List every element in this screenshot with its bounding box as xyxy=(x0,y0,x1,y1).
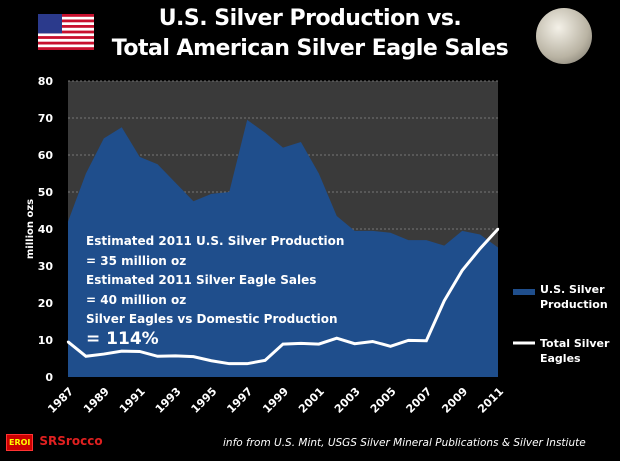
y-tick-label: 80 xyxy=(38,75,54,88)
x-tick-label: 2001 xyxy=(296,385,327,416)
x-tick-label: 1999 xyxy=(260,385,291,416)
annotation-box: Estimated 2011 U.S. Silver Production = … xyxy=(86,232,344,349)
y-tick-label: 50 xyxy=(38,186,54,199)
eagles-point xyxy=(371,340,374,343)
y-tick-label: 70 xyxy=(38,112,54,125)
y-tick-label: 10 xyxy=(38,334,54,347)
eagles-point xyxy=(478,247,482,250)
legend-production-swatch xyxy=(513,289,535,295)
x-tick-label: 2007 xyxy=(404,385,435,416)
x-tick-label: 1989 xyxy=(81,385,112,416)
legend-eagles-label: Total Silver Eagles xyxy=(540,336,609,366)
eagles-point xyxy=(174,354,177,358)
y-axis-label: million ozs xyxy=(25,199,36,259)
y-tick-label: 40 xyxy=(38,223,54,236)
eagles-point xyxy=(156,355,159,358)
eagles-point xyxy=(138,350,141,353)
logo-text: SRSrocco xyxy=(39,434,103,448)
x-tick-label: 1997 xyxy=(224,385,255,416)
chart-title: U.S. Silver Production vs. Total America… xyxy=(100,4,520,64)
eagles-point xyxy=(66,340,70,344)
eagles-point xyxy=(425,339,428,342)
eagles-point xyxy=(407,339,410,342)
eagles-point xyxy=(389,345,392,348)
y-tick-label: 60 xyxy=(38,149,54,162)
eagles-point xyxy=(496,227,500,231)
srsrocco-logo: EROI SRSrocco xyxy=(6,434,103,451)
eagles-point xyxy=(192,355,195,358)
x-tick-label: 2005 xyxy=(368,385,399,416)
us-flag-icon xyxy=(38,14,94,50)
annotation-line: = 35 million oz xyxy=(86,253,187,268)
x-tick-label: 2003 xyxy=(332,385,363,416)
legend-text: U.S. Silver xyxy=(540,283,605,296)
title-line-1: U.S. Silver Production vs. xyxy=(158,6,462,31)
eagles-point xyxy=(84,355,88,358)
x-tick-label: 1993 xyxy=(153,385,184,416)
eagles-point xyxy=(317,342,321,346)
eagles-point xyxy=(299,342,303,345)
annotation-percent: = 114% xyxy=(86,328,159,349)
eagles-point xyxy=(353,342,356,345)
x-tick-label: 1995 xyxy=(189,385,220,416)
x-tick-label: 1987 xyxy=(45,385,76,416)
eagles-point xyxy=(460,269,464,272)
eagles-point xyxy=(281,342,285,346)
eroi-badge: EROI xyxy=(6,434,34,451)
x-tick-label: 2009 xyxy=(439,385,470,416)
eagles-point xyxy=(245,362,249,365)
annotation-line: Estimated 2011 U.S. Silver Production xyxy=(86,234,345,248)
y-tick-label: 0 xyxy=(45,371,53,384)
eagles-point xyxy=(120,349,123,353)
silver-eagle-coin-icon xyxy=(536,8,592,64)
title-line-2: Total American Silver Eagle Sales xyxy=(111,36,509,61)
legend-text: Production xyxy=(540,298,608,311)
source-note: info from U.S. Mint, USGS Silver Mineral… xyxy=(223,437,586,449)
annotation-line: Estimated 2011 Silver Eagle Sales xyxy=(86,273,317,287)
annotation-line: = 40 million oz xyxy=(86,292,187,307)
eagles-point xyxy=(263,359,267,362)
legend-text: Eagles xyxy=(540,352,581,365)
y-tick-label: 20 xyxy=(38,297,54,310)
annotation-line: Silver Eagles vs Domestic Production xyxy=(86,312,338,326)
y-tick-label: 30 xyxy=(38,260,54,273)
x-tick-label: 1991 xyxy=(117,385,148,416)
legend-production-label: U.S. Silver Production xyxy=(540,282,608,312)
eagles-point xyxy=(102,352,106,356)
eagles-point xyxy=(228,362,231,365)
x-tick-label: 2011 xyxy=(475,385,506,416)
eagles-point xyxy=(210,359,213,362)
legend-text: Total Silver xyxy=(540,337,610,350)
eagles-point xyxy=(443,299,446,302)
production-area xyxy=(68,119,498,377)
eagles-point xyxy=(335,336,338,340)
